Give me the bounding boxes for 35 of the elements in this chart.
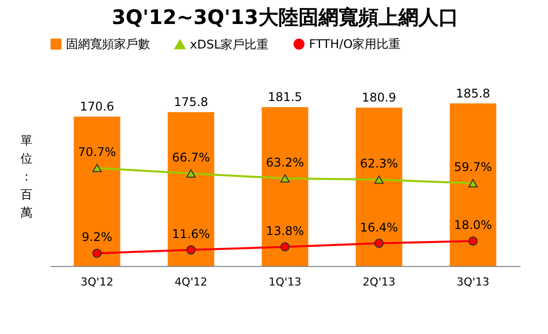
x-tick-label: 3Q'12 [80, 276, 114, 288]
data-label: 59.7% [454, 160, 492, 174]
chart-title: 3Q'12~3Q'13大陸固網寬頻上網人口 [112, 5, 458, 29]
point [280, 242, 290, 252]
data-label: 11.6% [172, 226, 210, 241]
point [186, 245, 196, 255]
point [374, 176, 384, 184]
x-tick-label: 1Q'13 [268, 276, 302, 288]
point [186, 169, 196, 178]
data-label: 66.7% [172, 150, 210, 165]
x-tick-label: 2Q'13 [362, 276, 396, 288]
data-label: 63.2% [266, 155, 304, 170]
data-label: 9.2% [82, 230, 112, 244]
point [92, 164, 102, 172]
legend-label: FTTH/O家用比重 [309, 37, 401, 52]
data-label: 70.7% [78, 145, 116, 159]
data-label: 18.0% [454, 218, 492, 232]
point [468, 236, 478, 246]
x-tick-label: 4Q'12 [174, 276, 208, 288]
data-label: 185.8 [456, 86, 490, 100]
data-label: 181.5 [268, 90, 302, 104]
data-label: 13.8% [266, 224, 304, 238]
data-label: 62.3% [360, 156, 398, 171]
data-label: 180.9 [362, 90, 396, 105]
y-axis-title: 單位：百萬 [20, 134, 32, 220]
point [92, 248, 102, 258]
x-tick-label: 3Q'13 [456, 276, 490, 288]
point [280, 174, 290, 183]
legend-label: xDSL家戶比重 [190, 37, 269, 52]
data-label: 175.8 [174, 95, 208, 110]
point [468, 179, 478, 188]
legend-label: 固網寬頻家戶數 [66, 37, 150, 52]
data-label: 170.6 [80, 100, 114, 114]
point [374, 238, 384, 248]
data-label: 16.4% [360, 220, 398, 234]
